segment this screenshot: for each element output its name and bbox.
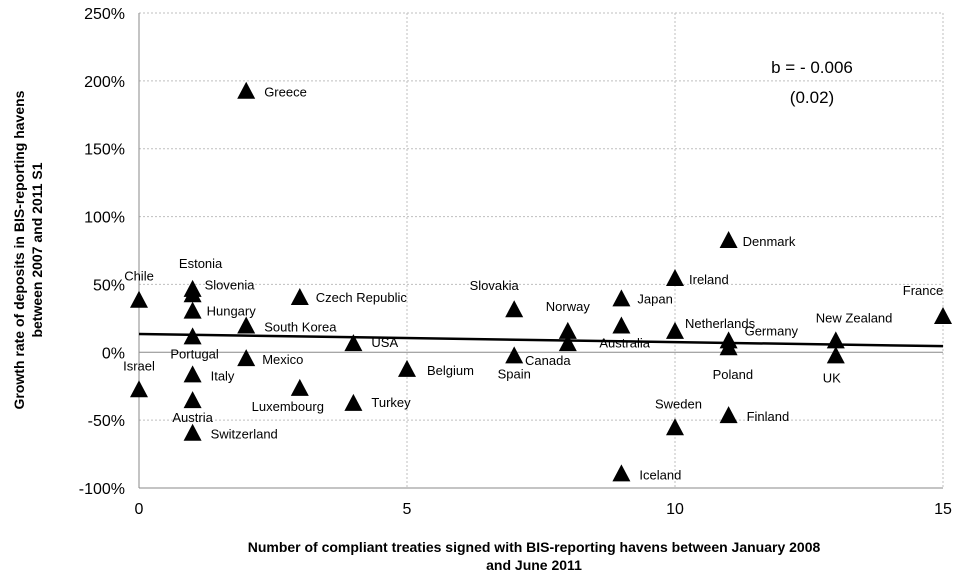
- triangle-marker: [666, 269, 684, 286]
- triangle-marker: [826, 346, 845, 364]
- triangle-marker: [505, 346, 524, 364]
- point-label: Ireland: [689, 272, 729, 287]
- x-tick-label: 5: [403, 501, 412, 518]
- y-tick-labels: -100% -50% 0% 50% 100% 150% 200% 250%: [79, 6, 125, 498]
- triangle-marker: [612, 464, 631, 482]
- y-tick-label: 150%: [84, 142, 125, 159]
- triangle-marker: [183, 327, 202, 345]
- point-label: Luxembourg: [252, 399, 324, 414]
- x-tick-labels: 0 5 10 15: [135, 501, 952, 518]
- y-tick-label: -100%: [79, 481, 125, 498]
- triangle-marker: [183, 365, 202, 383]
- point-label: Czech Republic: [316, 290, 408, 305]
- point-label: Norway: [546, 299, 591, 314]
- triangle-marker: [183, 301, 202, 319]
- triangle-marker: [719, 406, 738, 424]
- axes: [138, 13, 943, 489]
- y-tick-label: 0%: [102, 345, 125, 362]
- point-label: Australia: [599, 336, 650, 351]
- point-label: Mexico: [262, 352, 303, 367]
- point-label: Austria: [172, 410, 213, 425]
- y-axis-title-line2: between 2007 and 2011 S1: [29, 162, 45, 337]
- point-label: Iceland: [639, 467, 681, 482]
- data-points: [130, 81, 952, 482]
- point-label: Hungary: [207, 304, 257, 319]
- slope-annotation: b = - 0.006: [771, 58, 853, 77]
- point-label: Japan: [637, 291, 672, 306]
- point-label: Portugal: [170, 346, 219, 361]
- y-tick-label: 250%: [84, 6, 125, 23]
- point-label: Canada: [525, 353, 571, 368]
- x-tick-label: 15: [934, 501, 952, 518]
- point-label: South Korea: [264, 320, 337, 335]
- triangle-marker: [719, 338, 738, 356]
- point-label: Belgium: [427, 363, 474, 378]
- triangle-marker: [237, 81, 256, 99]
- point-label: France: [903, 283, 943, 298]
- triangle-marker: [826, 331, 845, 349]
- point-label: Finland: [747, 409, 790, 424]
- point-label: UK: [823, 370, 841, 385]
- trendline: [138, 332, 944, 348]
- triangle-marker: [183, 285, 202, 303]
- x-tick-label: 10: [666, 501, 684, 518]
- triangle-marker: [505, 300, 524, 318]
- point-labels: Chile Israel Estonia Slovenia Hungary Portuga…: [123, 85, 943, 483]
- y-tick-label: 50%: [93, 277, 125, 294]
- point-label: New Zealand: [816, 310, 893, 325]
- y-tick-label: 100%: [84, 210, 125, 227]
- point-label: Slovakia: [470, 278, 520, 293]
- point-label: Estonia: [179, 256, 223, 271]
- y-axis-title-line1: Growth rate of deposits in BIS-reporting…: [11, 90, 27, 409]
- point-label: Germany: [745, 323, 799, 338]
- triangle-marker: [183, 423, 202, 441]
- triangle-marker: [183, 391, 202, 409]
- point-label: Poland: [713, 367, 753, 382]
- y-tick-label: -50%: [88, 413, 125, 430]
- triangle-marker: [344, 334, 363, 352]
- x-axis-title-line1: Number of compliant treaties signed with…: [248, 539, 821, 555]
- y-tick-label: 200%: [84, 74, 125, 91]
- point-label: Israel: [123, 358, 155, 373]
- point-label: Sweden: [655, 396, 702, 411]
- triangle-marker: [290, 378, 309, 396]
- triangle-marker: [130, 290, 148, 308]
- point-label: USA: [371, 335, 398, 350]
- triangle-marker: [719, 231, 738, 248]
- point-label: Turkey: [371, 395, 411, 410]
- point-label: Slovenia: [205, 277, 256, 292]
- triangle-marker: [290, 288, 309, 305]
- point-label: Italy: [211, 368, 235, 383]
- triangle-marker: [398, 359, 416, 377]
- x-tick-label: 0: [135, 501, 144, 518]
- slope-se-annotation: (0.02): [790, 88, 834, 107]
- triangle-marker: [237, 349, 256, 367]
- grid-lines: [139, 12, 944, 488]
- triangle-marker: [666, 418, 684, 436]
- triangle-marker: [612, 289, 631, 307]
- triangle-marker: [558, 334, 577, 352]
- point-label: Greece: [264, 85, 307, 100]
- triangle-marker: [666, 321, 684, 339]
- triangle-marker: [934, 307, 952, 324]
- triangle-marker: [130, 380, 148, 398]
- point-label: Chile: [124, 269, 154, 284]
- triangle-marker: [558, 321, 577, 339]
- x-axis-title-line2: and June 2011: [486, 557, 582, 573]
- point-label: Netherlands: [685, 316, 756, 331]
- triangle-marker: [237, 316, 256, 334]
- triangle-marker: [344, 393, 363, 411]
- point-label: Denmark: [743, 234, 796, 249]
- point-label: Spain: [498, 366, 531, 381]
- point-label: Switzerland: [211, 427, 278, 442]
- triangle-marker: [612, 316, 631, 334]
